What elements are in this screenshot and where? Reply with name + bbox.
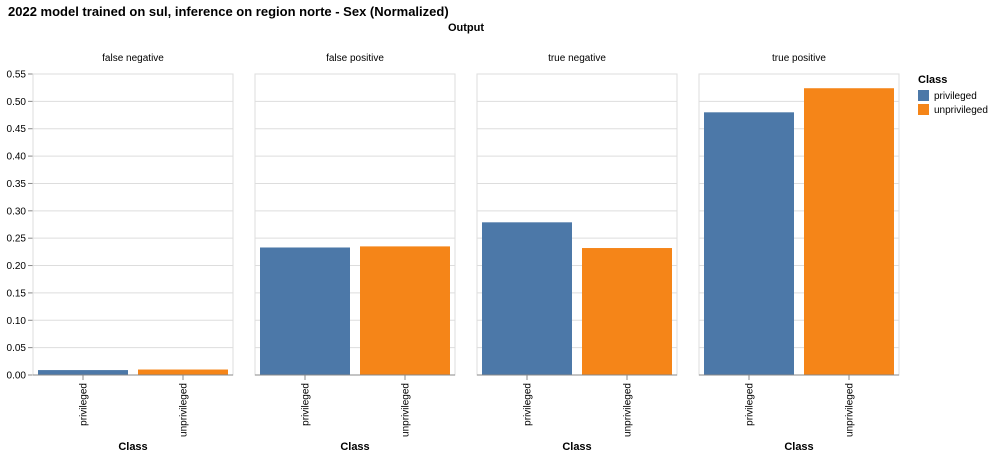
facet-false-negative: false negative privileged unprivileged Clas… xyxy=(32,53,234,453)
x-tick-label: unprivileged xyxy=(401,383,412,437)
legend-swatch-unprivileged[interactable] xyxy=(918,104,929,115)
legend-label-unprivileged[interactable]: unprivileged xyxy=(934,105,988,116)
x-tick-label: privileged xyxy=(79,383,90,426)
x-axis-title: Class xyxy=(340,441,369,453)
y-tick-label: 0.20 xyxy=(7,261,27,272)
legend-label-privileged[interactable]: privileged xyxy=(934,91,977,102)
facet-false-positive: false positive privileged unprivileged Clas… xyxy=(254,53,456,453)
y-tick-label: 0.50 xyxy=(7,97,27,108)
y-tick-label: 0.10 xyxy=(7,316,27,327)
y-tick-label: 0.25 xyxy=(7,234,27,245)
facet-title: false negative xyxy=(102,53,164,64)
y-tick-label: 0.35 xyxy=(7,179,27,190)
x-tick-label: privileged xyxy=(523,383,534,426)
bar-unprivileged[interactable] xyxy=(582,248,672,375)
y-tick-label: 0.00 xyxy=(7,371,27,382)
y-axis: 0.00 0.05 0.10 0.15 0.20 0.25 0.30 0.35 0.40 0.45… xyxy=(7,70,34,382)
x-axis-title: Class xyxy=(562,441,591,453)
bar-privileged[interactable] xyxy=(260,247,350,375)
y-tick-label: 0.40 xyxy=(7,152,27,163)
y-tick-label: 0.05 xyxy=(7,343,27,354)
bar-unprivileged[interactable] xyxy=(804,88,894,375)
bar-privileged[interactable] xyxy=(704,112,794,376)
x-tick-label: unprivileged xyxy=(623,383,634,437)
x-axis-title: Class xyxy=(784,441,813,453)
legend-swatch-privileged[interactable] xyxy=(918,90,929,101)
facet-title: false positive xyxy=(326,53,384,64)
facet-title: true negative xyxy=(548,53,606,64)
facets: false negative privileged unprivileged Clas… xyxy=(32,53,900,453)
x-tick-label: privileged xyxy=(301,383,312,426)
y-tick-label: 0.30 xyxy=(7,206,27,217)
chart-title: 2022 model trained on sul, inference on … xyxy=(8,4,449,19)
x-axis-title: Class xyxy=(118,441,147,453)
facet-title: true positive xyxy=(772,53,826,64)
bar-unprivileged[interactable] xyxy=(138,369,228,375)
facet-true-negative: true negative privileged unprivileged Class xyxy=(476,53,678,453)
facet-frame xyxy=(32,73,234,376)
y-tick-label: 0.55 xyxy=(7,70,27,81)
x-tick-label: privileged xyxy=(745,383,756,426)
bar-unprivileged[interactable] xyxy=(360,246,450,375)
legend: Class privileged unprivileged xyxy=(918,74,988,116)
y-tick-label: 0.45 xyxy=(7,124,27,135)
legend-title: Class xyxy=(918,74,947,86)
x-tick-label: unprivileged xyxy=(845,383,856,437)
column-header-title: Output xyxy=(448,22,484,34)
facet-true-positive: true positive privileged unprivileged Class xyxy=(698,53,900,453)
bar-privileged[interactable] xyxy=(38,370,128,375)
y-tick-label: 0.15 xyxy=(7,288,27,299)
bar-privileged[interactable] xyxy=(482,222,572,375)
x-tick-label: unprivileged xyxy=(179,383,190,437)
